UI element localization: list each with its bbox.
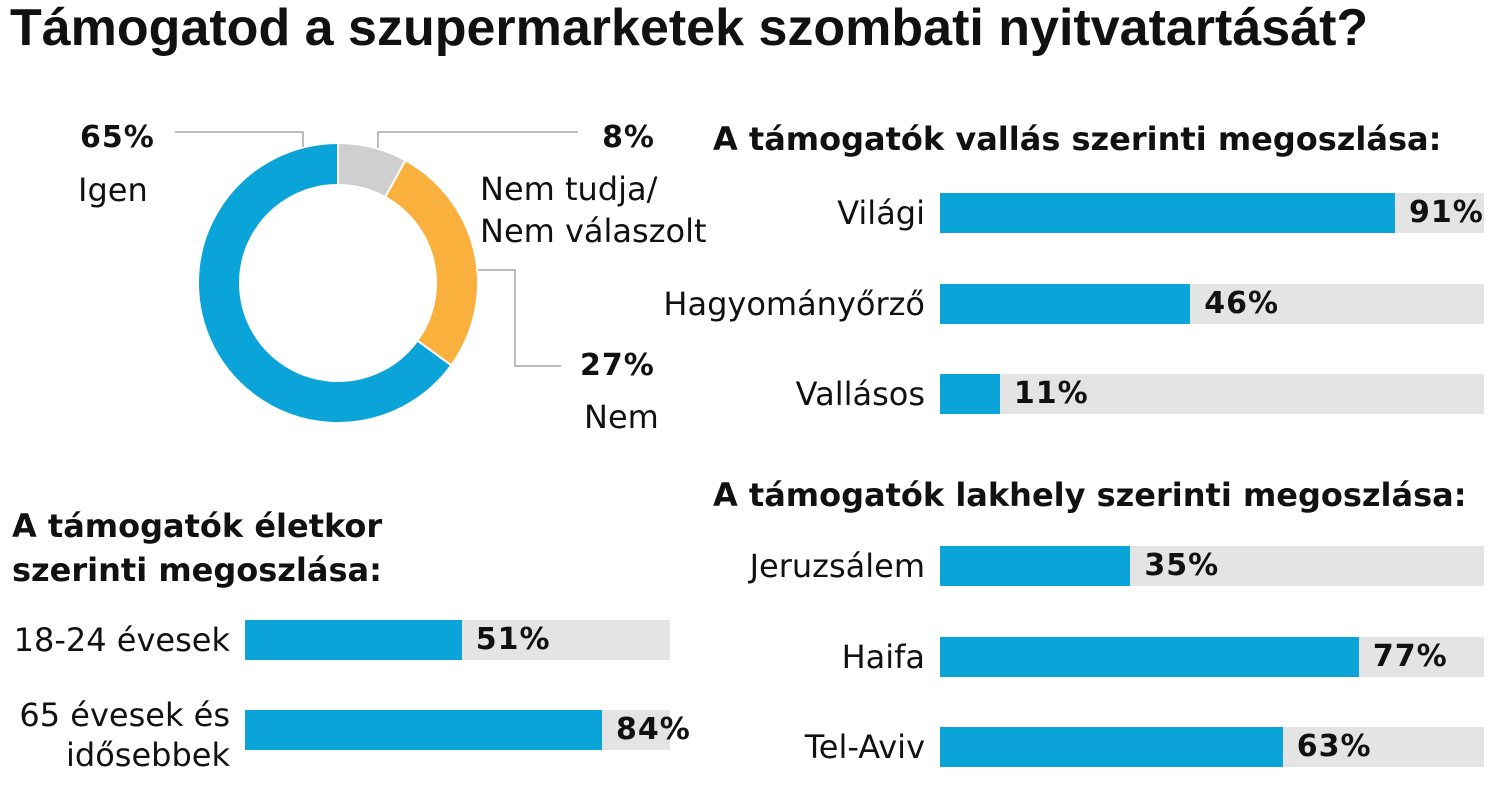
bar-track: 46%: [940, 284, 1484, 324]
bar-value-label: 46%: [1204, 286, 1280, 321]
bar-category-label: Vallásos: [795, 375, 925, 413]
donut-value-label-nem-tudja: 8%: [602, 120, 655, 155]
chart-title-residence: A támogatók lakhely szerinti megoszlása:: [713, 476, 1467, 514]
leader-line-nem-tudja: [377, 131, 578, 148]
bar-category-label: 65 évesek és idősebbek: [19, 696, 230, 774]
bar-row-vilagi: Világi 91%: [0, 193, 1500, 233]
bar-value-label: 84%: [616, 712, 691, 747]
bar-category-label: Tel-Aviv: [804, 728, 925, 766]
bar-fill-18-24: [245, 620, 462, 660]
bar-fill-vilagi: [940, 193, 1395, 233]
donut-category-label-nem-tudja: Nem tudja/ Nem válaszolt: [480, 170, 707, 250]
bar-value-label: 11%: [1013, 376, 1089, 411]
bar-track: 51%: [245, 620, 670, 660]
bar-row-vallasos: Vallásos 11%: [0, 374, 1500, 414]
bar-fill-65-plus: [245, 710, 602, 750]
donut-slice-2: [383, 158, 479, 367]
bar-track: 84%: [245, 710, 690, 750]
leader-line-igen: [175, 131, 304, 147]
bar-value-label: 63%: [1296, 729, 1372, 764]
bar-track: 11%: [940, 374, 1484, 414]
bar-row-haifa: Haifa 77%: [0, 637, 1500, 677]
bar-category-label: Világi: [837, 194, 925, 232]
donut-value-label-igen: 65%: [80, 120, 155, 155]
chart-title-age: A támogatók életkor szerinti megoszlása:: [12, 507, 383, 589]
bar-fill-jeruzsalem: [940, 546, 1131, 586]
bar-row-hagyomanyorzo: Hagyományőrző 46%: [0, 284, 1500, 324]
bar-row-65-plus: 65 évesek és idősebbek 84%: [0, 696, 1500, 774]
bar-category-label: Hagyományőrző: [663, 285, 925, 323]
bar-row-jeruzsalem: Jeruzsálem 35%: [0, 546, 1500, 586]
page-title: Támogatod a szupermarketek szombati nyit…: [10, 0, 1369, 57]
bar-value-label: 51%: [475, 622, 551, 657]
donut-value-label-nem: 27%: [580, 348, 655, 383]
chart-title-religion: A támogatók vallás szerinti megoszlása:: [713, 120, 1442, 158]
donut-slices: [197, 141, 479, 424]
bar-fill-haifa: [940, 637, 1359, 677]
bar-row-18-24: 18-24 évesek 51%: [0, 620, 1500, 660]
leader-line-nem: [478, 269, 561, 367]
bar-fill-hagyomanyorzo: [940, 284, 1191, 324]
bar-fill-vallasos: [940, 374, 1000, 414]
bar-track: 35%: [940, 546, 1484, 586]
donut-slice-3: [197, 141, 453, 424]
bar-category-label: 18-24 évesek: [13, 621, 230, 659]
bar-value-label: 77%: [1372, 639, 1448, 674]
bar-row-tel-aviv: Tel-Aviv 63%: [0, 727, 1500, 767]
bar-value-label: 91%: [1409, 195, 1484, 230]
bar-category-label: Haifa: [841, 638, 925, 676]
bar-category-label: Jeruzsálem: [749, 547, 925, 585]
bar-fill-tel-aviv: [940, 727, 1283, 767]
donut-category-label-nem: Nem: [584, 398, 659, 436]
bar-value-label: 35%: [1144, 548, 1220, 583]
bar-track: 77%: [940, 637, 1484, 677]
bar-track: 63%: [940, 727, 1484, 767]
donut-category-label-igen: Igen: [78, 171, 148, 209]
donut-chart: [175, 131, 578, 424]
bar-track: 91%: [940, 193, 1484, 233]
